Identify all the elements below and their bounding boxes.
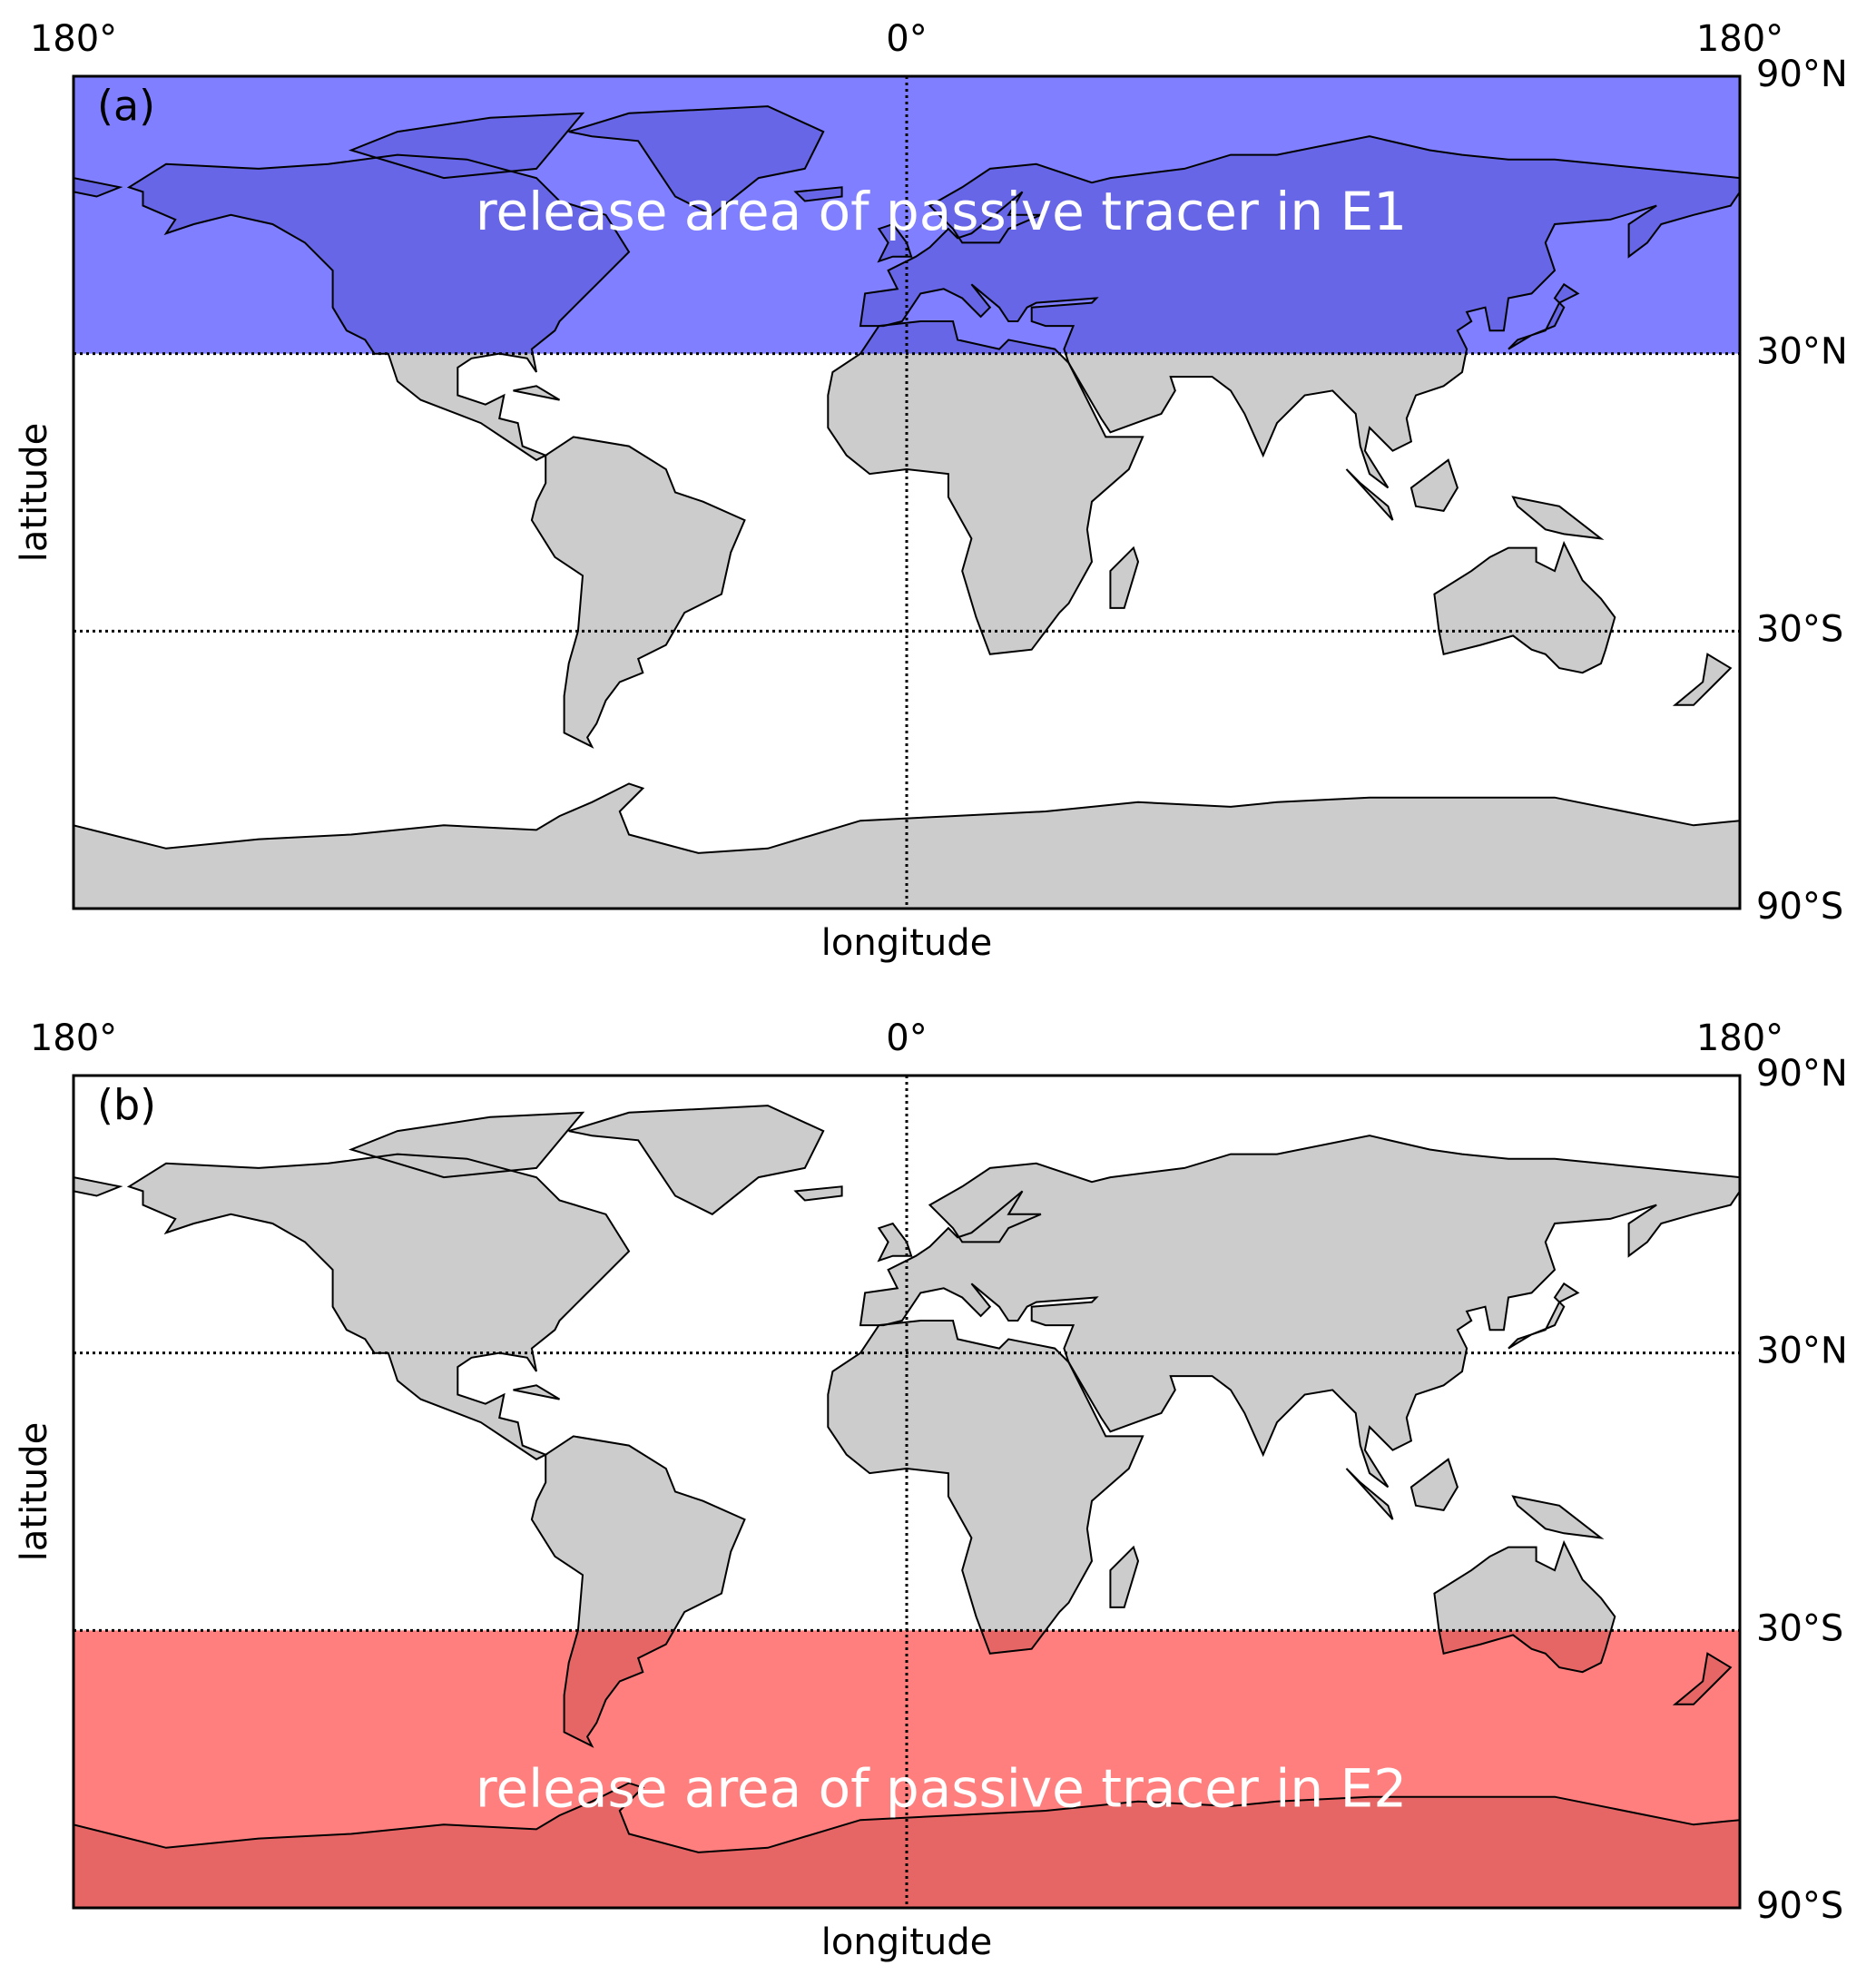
y-tick-label: 30°S	[1756, 608, 1843, 650]
x-tick-label: 180°	[1696, 18, 1783, 60]
coastline	[74, 1176, 123, 1197]
land	[531, 437, 745, 747]
x-axis-label: longitude	[821, 922, 992, 964]
y-axis-label: latitude	[14, 1422, 55, 1561]
coastline	[1672, 653, 1733, 706]
coastline	[793, 1185, 843, 1202]
land	[1110, 547, 1138, 608]
x-tick-label: 180°	[30, 1017, 117, 1059]
land	[1110, 1547, 1138, 1607]
coastline	[568, 105, 825, 216]
y-axis-label: latitude	[14, 423, 55, 562]
coastline	[1508, 282, 1580, 350]
coastline	[793, 186, 843, 202]
annotation: release area of passive tracer in E2	[476, 1757, 1407, 1819]
coastline	[1409, 458, 1459, 512]
coastline	[1345, 468, 1394, 521]
coastline	[513, 1384, 561, 1400]
map-panel: 180° 0° 180°90°N30°N30°S90°S(a)release are…	[14, 18, 1848, 964]
coastline	[827, 1320, 1144, 1655]
y-tick-label: 30°N	[1756, 331, 1848, 373]
coastline	[513, 385, 561, 401]
land	[513, 386, 560, 400]
land	[351, 1112, 583, 1178]
coastline	[74, 1782, 1740, 1908]
coastline	[348, 1111, 585, 1179]
land	[513, 1385, 560, 1400]
y-tick-label: 90°N	[1756, 1053, 1848, 1095]
coastline	[126, 1153, 631, 1460]
land	[1513, 496, 1601, 539]
land	[568, 1106, 824, 1214]
y-tick-label: 30°N	[1756, 1331, 1848, 1372]
coastline	[1109, 1545, 1140, 1608]
coastline	[877, 1222, 913, 1263]
land	[828, 321, 1144, 654]
coastline	[74, 782, 1740, 909]
coastline	[1511, 496, 1605, 540]
coastline	[1508, 1282, 1580, 1350]
land	[1675, 653, 1731, 705]
coastline	[1433, 1539, 1616, 1674]
coastline	[827, 320, 1144, 655]
land	[1508, 1283, 1578, 1349]
map-panel: 180° 0° 180°90°N30°N30°S90°S(b)release are…	[14, 1017, 1848, 1963]
map-area	[74, 1105, 1740, 1908]
land	[1410, 1459, 1458, 1510]
land	[129, 1154, 629, 1459]
land	[1410, 459, 1458, 511]
coastline	[1672, 1652, 1733, 1705]
coastline	[859, 1135, 1740, 1489]
coastline	[1409, 1458, 1459, 1511]
x-tick-label: 180°	[30, 18, 117, 60]
coastline	[126, 153, 631, 461]
land	[860, 1135, 1740, 1488]
panel-label: (a)	[97, 82, 155, 131]
frame	[72, 74, 1742, 910]
frame	[72, 1074, 1742, 1910]
annotation: release area of passive tracer in E1	[476, 181, 1407, 242]
land	[828, 1321, 1144, 1654]
coastline	[1433, 540, 1616, 674]
land	[879, 1223, 912, 1261]
panel-label: (b)	[97, 1081, 156, 1130]
coastline	[859, 135, 1740, 489]
coastline	[877, 222, 913, 263]
x-tick-label: 180°	[1696, 1017, 1783, 1059]
x-axis-label: longitude	[821, 1921, 992, 1963]
coastline	[1511, 1495, 1605, 1539]
coastline	[530, 1435, 746, 1748]
y-tick-label: 30°S	[1756, 1607, 1843, 1649]
y-tick-label: 90°S	[1756, 1885, 1843, 1927]
coastline	[74, 177, 123, 198]
coastline	[530, 436, 746, 749]
x-tick-label: 0°	[886, 1017, 927, 1059]
x-tick-label: 0°	[886, 18, 927, 60]
coastline	[348, 112, 585, 180]
land	[1513, 1496, 1601, 1538]
y-tick-label: 90°S	[1756, 886, 1843, 928]
coastline	[568, 1105, 825, 1215]
y-tick-label: 90°N	[1756, 54, 1848, 95]
coastline	[1109, 545, 1140, 609]
coastline	[1345, 1468, 1394, 1520]
land	[1434, 543, 1616, 673]
